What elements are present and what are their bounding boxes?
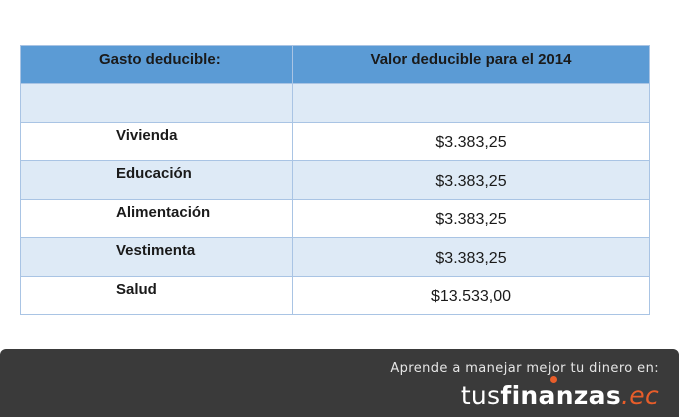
expense-cell: Salud [20,275,293,315]
table-row: Alimentación $3.383,25 [20,198,650,238]
expense-cell: Vivienda [20,121,293,161]
footer-banner: Aprende a manejar mejor tu dinero en: tu… [0,349,679,417]
table-row: Educación $3.383,25 [20,160,650,200]
expense-cell: Alimentación [20,198,293,238]
table-row: Salud $13.533,00 [20,275,650,315]
value-text: $3.383,25 [435,172,507,190]
value-cell: $3.383,25 [292,160,650,200]
value-cell: $3.383,25 [292,121,650,161]
deduction-table: Gasto deducible: Valor deducible para el… [20,45,650,315]
table-header-row: Gasto deducible: Valor deducible para el… [20,45,650,84]
table-row: Vivienda $3.383,25 [20,121,650,161]
value-cell: $3.383,25 [292,237,650,277]
brand-logo[interactable]: tus finanzas.ec [460,376,659,411]
table-row: Vestimenta $3.383,25 [20,237,650,277]
header-expense: Gasto deducible: [20,45,293,84]
expense-cell: Vestimenta [20,237,293,277]
logo-dot-icon [550,376,558,383]
value-text: $3.383,25 [435,249,507,267]
logo-text-finanzas: finanzas [500,376,622,410]
header-value: Valor deducible para el 2014 [292,45,650,84]
expense-cell [20,83,293,123]
value-cell: $13.533,00 [292,275,650,315]
footer-tagline: Aprende a manejar mejor tu dinero en: [390,361,659,376]
logo-text-tus: tus [460,381,501,410]
table-row [20,83,650,123]
value-text: $3.383,25 [435,211,507,229]
logo-text-finanzas-label: finanzas [500,381,622,410]
value-cell: $3.383,25 [292,198,650,238]
logo-text-tld: .ec [621,381,659,410]
expense-cell: Educación [20,160,293,200]
value-text: $13.533,00 [430,288,512,306]
value-cell [292,83,650,123]
value-text: $3.383,25 [435,134,507,152]
